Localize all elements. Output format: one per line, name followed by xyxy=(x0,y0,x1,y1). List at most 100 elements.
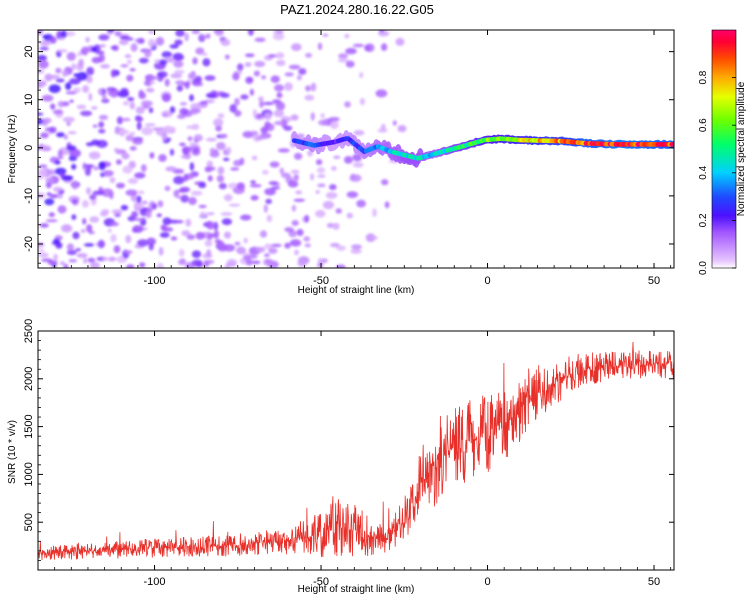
heatmap-noise-blob xyxy=(97,88,103,95)
heatmap-noise-blob xyxy=(66,249,77,256)
heatmap-noise-blob xyxy=(344,33,350,39)
heatmap-noise-blob xyxy=(174,69,185,75)
heatmap-noise-blob xyxy=(129,101,135,110)
heatmap-noise-blob xyxy=(71,180,78,190)
heatmap-noise-blob xyxy=(375,89,388,98)
heatmap-noise-blob xyxy=(178,249,185,257)
heatmap-noise-blob xyxy=(55,242,63,249)
heatmap-noise-blob xyxy=(234,110,242,117)
heatmap-noise-blob xyxy=(129,131,136,136)
snr-y-tick-label: 1000 xyxy=(23,462,35,486)
heatmap-noise-blob xyxy=(126,74,134,82)
heatmap-noise-blob xyxy=(377,128,388,133)
heatmap-noise-blob xyxy=(290,114,299,121)
heatmap-noise-blob xyxy=(164,78,170,87)
heatmap-noise-blob xyxy=(240,94,249,100)
heatmap-noise-blob xyxy=(110,234,117,243)
heatmap-noise-blob xyxy=(251,260,261,264)
heatmap-noise-blob xyxy=(38,252,49,258)
heatmap-ridge xyxy=(291,130,674,168)
heatmap-noise-blob xyxy=(268,181,279,186)
snr-x-tick-label: 50 xyxy=(648,576,660,588)
heatmap-noise-blob xyxy=(116,159,122,165)
heatmap-noise-blob xyxy=(190,190,203,196)
heatmap-noise-blob xyxy=(349,174,362,182)
heatmap-noise-blob xyxy=(48,84,61,93)
heatmap-noise-blob xyxy=(67,131,77,135)
heatmap-noise-blob xyxy=(337,57,349,63)
heatmap-noise-blob xyxy=(156,71,168,78)
heatmap-y-tick-label: -20 xyxy=(23,236,35,252)
heatmap-noise-blob xyxy=(191,250,202,258)
heatmap-noise-blob xyxy=(129,68,136,72)
heatmap-noise-blob xyxy=(162,217,172,226)
heatmap-noise-blob xyxy=(229,104,237,113)
heatmap-noise-blob xyxy=(242,131,255,138)
heatmap-noise-blob xyxy=(148,38,156,48)
heatmap-noise-blob xyxy=(245,259,253,266)
heatmap-noise-blob xyxy=(207,175,213,182)
heatmap-noise-blob xyxy=(351,244,362,250)
heatmap-noise-blob xyxy=(170,236,178,241)
heatmap-noise-blob xyxy=(97,239,105,249)
heatmap-noise-blob xyxy=(187,136,193,142)
heatmap-noise-blob xyxy=(57,205,67,214)
heatmap-noise-blob xyxy=(333,155,341,159)
heatmap-noise-blob xyxy=(191,123,200,130)
heatmap-noise-blob xyxy=(216,142,226,150)
heatmap-noise-blob xyxy=(56,132,65,138)
heatmap-noise-blob xyxy=(40,132,49,139)
snr-y-tick-label: 2000 xyxy=(23,367,35,391)
heatmap-noise-blob xyxy=(72,87,81,93)
heatmap-noise-blob xyxy=(206,221,216,230)
heatmap-noise-blob xyxy=(316,167,326,174)
heatmap-noise-blob xyxy=(116,116,123,125)
heatmap-noise-blob xyxy=(138,89,144,97)
heatmap-noise-blob xyxy=(262,169,269,175)
heatmap-noise-blob xyxy=(46,192,52,197)
heatmap-noise-blob xyxy=(279,167,284,174)
heatmap-noise-blob xyxy=(255,246,266,253)
heatmap-noise-blob xyxy=(201,52,208,56)
heatmap-noise-blob xyxy=(86,224,93,233)
heatmap-noise-blob xyxy=(38,112,44,116)
heatmap-noise-blob xyxy=(249,183,262,188)
heatmap-noise-blob xyxy=(254,37,266,42)
heatmap-noise-blob xyxy=(38,69,45,74)
snr-x-tick-label: -50 xyxy=(313,576,329,588)
heatmap-noise-blob xyxy=(179,142,186,147)
heatmap-noise-blob xyxy=(48,126,57,134)
heatmap-noise-blob xyxy=(81,46,89,56)
heatmap-noise-blob xyxy=(173,176,185,185)
heatmap-noise-blob xyxy=(284,82,293,91)
heatmap-noise-blob xyxy=(189,73,196,80)
heatmap-noise-blob xyxy=(169,106,176,114)
heatmap-noise-blob xyxy=(118,39,129,46)
heatmap-noise-blob xyxy=(198,204,207,209)
heatmap-noise-blob xyxy=(39,40,51,47)
heatmap-noise-blob xyxy=(38,242,45,248)
heatmap-noise-blob xyxy=(137,190,145,195)
heatmap-noise-blob xyxy=(370,236,379,240)
snr-x-axis-label: Height of straight line (km) xyxy=(298,584,415,595)
heatmap-noise-blob xyxy=(205,137,217,142)
heatmap-noise-blob xyxy=(190,108,202,114)
heatmap-noise-blob xyxy=(356,199,366,208)
heatmap-noise-blob xyxy=(264,253,270,258)
heatmap-noise-blob xyxy=(304,243,311,248)
heatmap-noise-blob xyxy=(126,59,132,64)
heatmap-noise-blob xyxy=(336,264,346,268)
heatmap-noise-blob xyxy=(100,64,110,69)
heatmap-noise-blob xyxy=(317,42,323,51)
heatmap-noise-blob xyxy=(80,229,86,233)
heatmap-noise-blob xyxy=(332,222,340,230)
heatmap-noise-blob xyxy=(194,82,204,87)
heatmap-noise-blob xyxy=(270,186,281,190)
heatmap-noise-blob xyxy=(236,182,245,190)
heatmap-noise-blob xyxy=(296,228,304,237)
heatmap-noise-blob xyxy=(122,165,133,174)
heatmap-noise-blob xyxy=(71,214,77,221)
heatmap-noise-blob xyxy=(164,185,171,191)
heatmap-noise-blob xyxy=(264,121,271,129)
heatmap-noise-blob xyxy=(82,85,90,93)
